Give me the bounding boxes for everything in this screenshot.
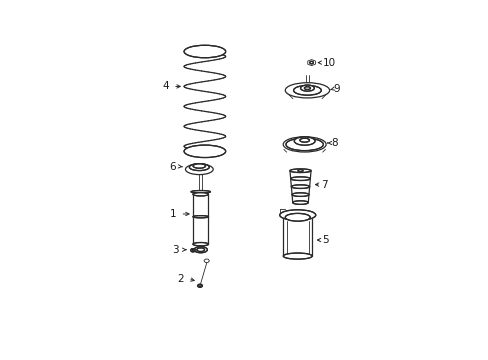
Ellipse shape [291, 193, 308, 197]
Polygon shape [307, 59, 315, 66]
Ellipse shape [183, 145, 225, 158]
Text: 9: 9 [333, 84, 340, 94]
Ellipse shape [197, 284, 202, 287]
Ellipse shape [294, 137, 314, 145]
Ellipse shape [193, 164, 205, 168]
Text: 4: 4 [162, 81, 168, 91]
Ellipse shape [283, 137, 325, 152]
Ellipse shape [290, 177, 310, 180]
Text: 6: 6 [169, 162, 175, 172]
Polygon shape [203, 259, 209, 262]
Ellipse shape [289, 169, 310, 172]
Ellipse shape [189, 164, 209, 171]
Text: 1: 1 [169, 209, 176, 219]
Text: 8: 8 [330, 138, 337, 148]
Ellipse shape [193, 193, 208, 196]
Ellipse shape [194, 247, 207, 253]
Ellipse shape [300, 85, 314, 91]
Ellipse shape [285, 138, 323, 150]
Ellipse shape [197, 248, 204, 252]
Text: 3: 3 [172, 245, 178, 255]
Ellipse shape [191, 190, 210, 193]
Ellipse shape [309, 61, 313, 64]
Ellipse shape [193, 243, 208, 246]
Ellipse shape [293, 85, 321, 95]
Ellipse shape [183, 45, 225, 58]
Ellipse shape [279, 210, 315, 220]
Ellipse shape [190, 249, 195, 252]
Ellipse shape [193, 216, 208, 218]
Ellipse shape [292, 201, 307, 204]
Ellipse shape [285, 83, 329, 98]
Text: 7: 7 [321, 180, 327, 190]
Ellipse shape [192, 249, 194, 251]
Ellipse shape [185, 164, 213, 175]
Ellipse shape [283, 253, 311, 259]
Text: 5: 5 [322, 235, 328, 245]
Ellipse shape [304, 87, 310, 90]
Ellipse shape [285, 213, 309, 221]
Ellipse shape [198, 284, 201, 287]
Ellipse shape [291, 185, 309, 188]
Text: 2: 2 [177, 274, 183, 284]
Ellipse shape [297, 170, 303, 172]
Text: 10: 10 [322, 58, 335, 68]
Ellipse shape [299, 138, 309, 142]
